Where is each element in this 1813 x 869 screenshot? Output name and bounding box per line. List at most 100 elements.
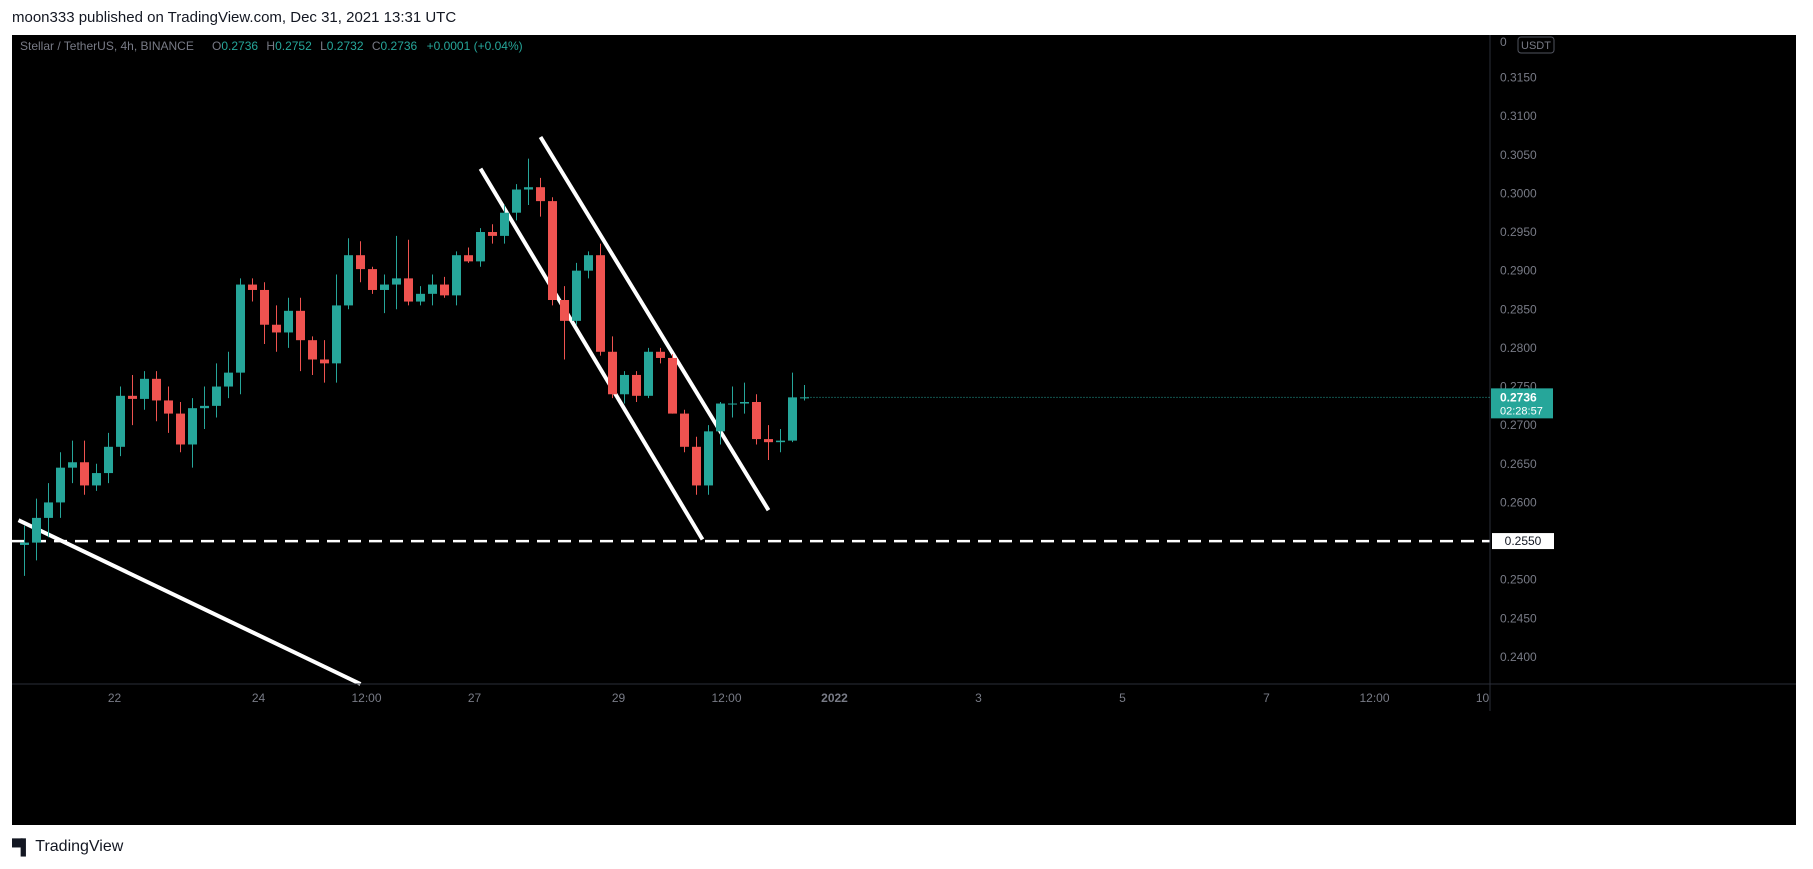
price-tick-label: 0.2600 xyxy=(1500,495,1537,509)
candle-body xyxy=(692,446,701,486)
candles-layer xyxy=(20,158,1490,576)
legend-ohlc: O0.2736 H0.2752 L0.2732 C0.2736 +0.0001 … xyxy=(212,39,523,53)
current-price-label-bg xyxy=(1491,388,1553,419)
currency-label: USDT xyxy=(1521,40,1551,52)
legend-o-label: O xyxy=(212,39,221,53)
candle-body xyxy=(632,374,641,396)
time-tick-label: 24 xyxy=(252,691,266,705)
currency-badge xyxy=(1517,36,1555,54)
candle-body xyxy=(548,201,557,301)
candle-body xyxy=(332,305,341,364)
brand-name: TradingView xyxy=(35,838,124,855)
candle-body xyxy=(476,232,485,262)
legend-c-value: 0.2736 xyxy=(381,39,418,53)
price-tick-label: 0.2450 xyxy=(1500,611,1537,625)
candle-body xyxy=(140,378,149,399)
tradingview-logo-icon: ▀▌ xyxy=(12,838,31,856)
candle-body xyxy=(68,462,77,468)
candle-body xyxy=(728,403,737,405)
candlestick-chart[interactable]: 0.3150 0.3100 0.3050 0.3000 0.2950 0.2900 0.28… xyxy=(12,35,1796,825)
candle-body xyxy=(248,284,257,290)
price-tick-label: 0.2950 xyxy=(1500,225,1537,239)
candle-body xyxy=(356,255,365,270)
candle-body xyxy=(152,378,161,401)
candle-body xyxy=(680,413,689,447)
candle-body xyxy=(776,440,785,443)
candle-body xyxy=(20,542,29,545)
price-tick-label: 0.3000 xyxy=(1500,186,1537,200)
candle-body xyxy=(560,300,569,321)
candle-body xyxy=(608,351,617,395)
price-tick-label: 0.2400 xyxy=(1500,650,1537,664)
candle-body xyxy=(572,270,581,321)
brand-footer[interactable]: ▀▌ TradingView xyxy=(12,838,123,856)
legend-l-value: 0.2732 xyxy=(327,39,364,53)
candle-body xyxy=(656,351,665,358)
price-tick-label: 0.2850 xyxy=(1500,302,1537,316)
candle-body xyxy=(164,400,173,414)
candle-body xyxy=(416,293,425,302)
time-tick-label: 29 xyxy=(612,691,626,705)
candle-body xyxy=(620,374,629,395)
candle-body xyxy=(764,439,773,443)
candle-body xyxy=(524,187,533,190)
time-tick-label: 10 xyxy=(1476,691,1490,705)
candle-body xyxy=(236,284,245,373)
candle-body xyxy=(596,255,605,352)
candle-body xyxy=(80,462,89,486)
time-tick-label: 12:00 xyxy=(351,691,381,705)
trendline xyxy=(17,518,362,686)
price-tick-label: 0.2650 xyxy=(1500,457,1537,471)
candle-body xyxy=(32,517,41,543)
candle-body xyxy=(344,255,353,306)
candle-body xyxy=(668,357,677,414)
candle-body xyxy=(452,255,461,296)
candle-body xyxy=(176,413,185,445)
price-tick-label: 0.3150 xyxy=(1500,70,1537,84)
drawings-layer xyxy=(12,135,1490,686)
legend-change: +0.0001 (+0.04%) xyxy=(427,39,523,53)
candle-body xyxy=(428,284,437,294)
time-tick-label: 3 xyxy=(975,691,982,705)
candle-body xyxy=(584,255,593,271)
candle-body xyxy=(308,340,317,360)
candle-body xyxy=(212,386,221,406)
candle-body xyxy=(44,502,53,518)
candle-body xyxy=(704,431,713,486)
trendline xyxy=(538,135,771,512)
legend-symbol: Stellar / TetherUS, 4h, BINANCE xyxy=(20,39,194,53)
level-price-label-bg xyxy=(1492,533,1554,550)
candle-body xyxy=(368,269,377,290)
legend-o-value: 0.2736 xyxy=(221,39,258,53)
legend-h-label: H xyxy=(266,39,275,53)
current-price-label: 0.2736 xyxy=(1500,390,1537,404)
candle-body xyxy=(56,467,65,503)
candle-body xyxy=(188,408,197,445)
candle-body xyxy=(272,324,281,333)
candle-body xyxy=(740,401,749,404)
chart-panel[interactable]: 0.3150 0.3100 0.3050 0.3000 0.2950 0.2900 0.28… xyxy=(12,35,1796,825)
time-tick-label: 12:00 xyxy=(1359,691,1389,705)
price-tick-label: 0.3100 xyxy=(1500,109,1537,123)
candle-body xyxy=(92,473,101,486)
price-tick-label: 0.2900 xyxy=(1500,264,1537,278)
legend-h-value: 0.2752 xyxy=(275,39,312,53)
candle-body xyxy=(104,446,113,474)
candle-body xyxy=(464,255,473,262)
candle-body xyxy=(716,403,725,432)
bar-countdown-label: 02:28:57 xyxy=(1500,405,1543,417)
time-tick-label: 12:00 xyxy=(711,691,741,705)
time-tick-label: 7 xyxy=(1263,691,1270,705)
candle-body xyxy=(788,397,797,441)
axes-layer: 0.3150 0.3100 0.3050 0.3000 0.2950 0.2900 0.28… xyxy=(12,35,1796,711)
candle-body xyxy=(644,351,653,396)
candle-body xyxy=(536,187,545,202)
candle-body xyxy=(260,289,269,325)
candle-body xyxy=(512,189,521,213)
time-tick-label: 2022 xyxy=(821,691,848,705)
candle-body xyxy=(380,284,389,290)
candle-body xyxy=(128,395,137,399)
price-tick-label: 0.2700 xyxy=(1500,418,1537,432)
candle-body xyxy=(284,310,293,333)
candle-body xyxy=(200,405,209,409)
